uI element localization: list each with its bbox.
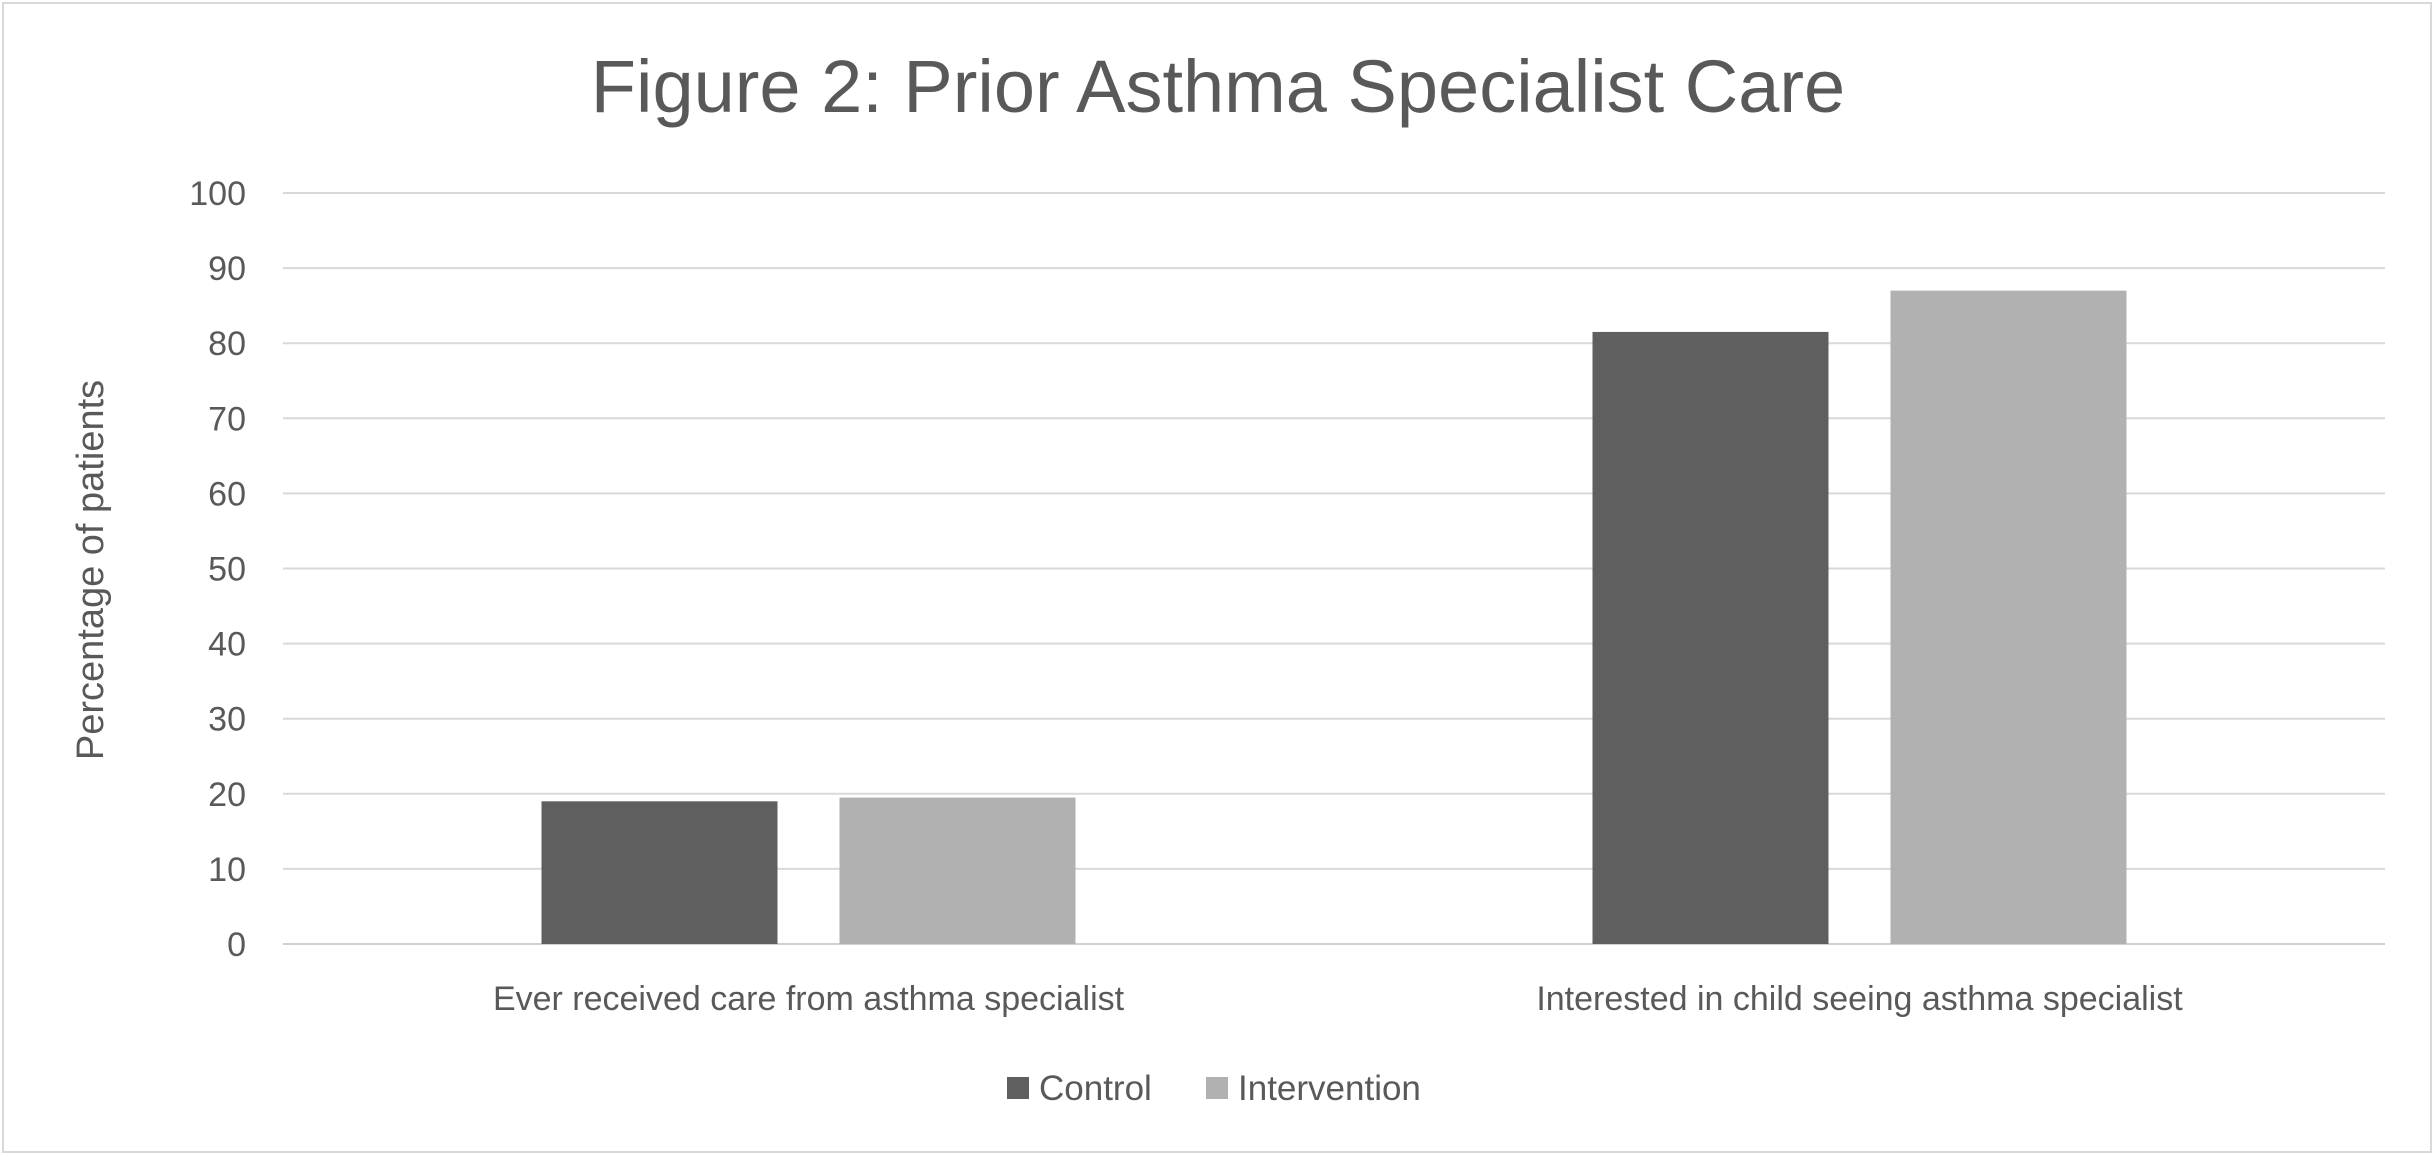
bar-intervention-2 [1890,290,2127,944]
legend-label-control: Control [1039,1069,1152,1108]
bars [541,290,2127,944]
y-axis-label: Percentage of patients [70,380,112,760]
category-label: Interested in child seeing asthma specia… [1536,980,2183,1018]
y-tick-label: 40 [208,626,246,664]
bar-control-1 [541,801,778,944]
bar-control-2 [1592,331,1829,944]
y-tick-label: 50 [208,551,246,589]
chart-title: Figure 2: Prior Asthma Specialist Care [591,45,1845,128]
legend-label-intervention: Intervention [1238,1069,1421,1108]
y-tick-label: 90 [208,250,246,288]
y-tick-label: 30 [208,701,246,739]
y-tick-label: 10 [208,851,246,889]
y-tick-label: 100 [189,175,246,213]
legend: Control Intervention [1007,1069,1421,1108]
y-tick-label: 0 [227,926,246,964]
legend-swatch-control [1007,1077,1029,1099]
category-label: Ever received care from asthma specialis… [493,980,1125,1018]
y-tick-label: 20 [208,776,246,814]
y-tick-label: 80 [208,325,246,363]
y-tick-label: 60 [208,475,246,513]
bar-intervention-1 [839,797,1076,944]
y-tick-label: 70 [208,400,246,438]
category-labels: Ever received care from asthma specialis… [493,980,2183,1018]
legend-swatch-intervention [1206,1077,1228,1099]
y-tick-labels: 0 10 20 30 40 50 60 70 80 90 100 [189,175,246,964]
